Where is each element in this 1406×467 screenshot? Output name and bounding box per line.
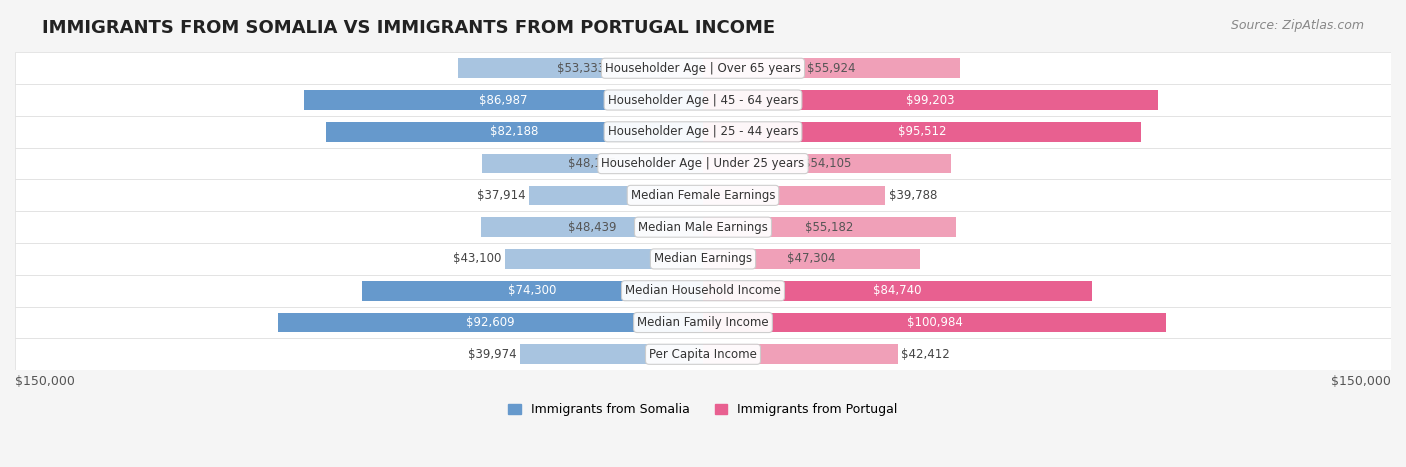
Text: $150,000: $150,000	[15, 375, 75, 388]
Bar	[458, 58, 703, 78]
Bar	[15, 243, 1391, 275]
Text: $99,203: $99,203	[907, 93, 955, 106]
Text: $54,105: $54,105	[803, 157, 851, 170]
Text: Median Family Income: Median Family Income	[637, 316, 769, 329]
Text: $150,000: $150,000	[1331, 375, 1391, 388]
Text: $84,740: $84,740	[873, 284, 921, 297]
Text: IMMIGRANTS FROM SOMALIA VS IMMIGRANTS FROM PORTUGAL INCOME: IMMIGRANTS FROM SOMALIA VS IMMIGRANTS FR…	[42, 19, 775, 37]
Bar	[703, 58, 959, 78]
Text: $55,924: $55,924	[807, 62, 855, 75]
Text: Householder Age | 45 - 64 years: Householder Age | 45 - 64 years	[607, 93, 799, 106]
Bar	[482, 154, 703, 173]
Bar	[703, 281, 1091, 301]
Bar	[15, 307, 1391, 339]
Text: $74,300: $74,300	[509, 284, 557, 297]
Text: Source: ZipAtlas.com: Source: ZipAtlas.com	[1230, 19, 1364, 32]
Text: Median Earnings: Median Earnings	[654, 253, 752, 265]
Text: Householder Age | Under 25 years: Householder Age | Under 25 years	[602, 157, 804, 170]
Bar	[15, 52, 1391, 84]
Bar	[15, 275, 1391, 307]
Bar	[15, 211, 1391, 243]
Text: $47,304: $47,304	[787, 253, 835, 265]
Bar	[703, 249, 920, 269]
Bar	[703, 185, 886, 205]
Bar	[703, 312, 1166, 333]
Bar	[703, 90, 1159, 110]
Bar	[481, 217, 703, 237]
Text: $42,412: $42,412	[901, 348, 949, 361]
Text: Householder Age | 25 - 44 years: Householder Age | 25 - 44 years	[607, 125, 799, 138]
Text: Householder Age | Over 65 years: Householder Age | Over 65 years	[605, 62, 801, 75]
Text: $39,974: $39,974	[468, 348, 516, 361]
Text: $95,512: $95,512	[898, 125, 946, 138]
Bar	[304, 90, 703, 110]
Text: Median Male Earnings: Median Male Earnings	[638, 221, 768, 234]
Bar	[703, 122, 1142, 142]
Text: $37,914: $37,914	[477, 189, 526, 202]
Bar	[15, 148, 1391, 179]
Bar	[15, 339, 1391, 370]
Bar	[326, 122, 703, 142]
Text: Median Female Earnings: Median Female Earnings	[631, 189, 775, 202]
Text: $82,188: $82,188	[491, 125, 538, 138]
Bar	[505, 249, 703, 269]
Bar	[703, 345, 897, 364]
Bar	[363, 281, 703, 301]
Bar	[15, 84, 1391, 116]
Text: $53,333: $53,333	[557, 62, 605, 75]
Text: $39,788: $39,788	[889, 189, 938, 202]
Text: $43,100: $43,100	[454, 253, 502, 265]
Text: $55,182: $55,182	[806, 221, 853, 234]
Text: $92,609: $92,609	[467, 316, 515, 329]
Bar	[529, 185, 703, 205]
Bar	[703, 217, 956, 237]
Bar	[520, 345, 703, 364]
Text: $100,984: $100,984	[907, 316, 963, 329]
Text: $86,987: $86,987	[479, 93, 527, 106]
Bar	[703, 154, 952, 173]
Text: $48,439: $48,439	[568, 221, 616, 234]
Bar	[278, 312, 703, 333]
Bar	[15, 179, 1391, 211]
Text: $48,135: $48,135	[568, 157, 617, 170]
Text: Median Household Income: Median Household Income	[626, 284, 780, 297]
Text: Per Capita Income: Per Capita Income	[650, 348, 756, 361]
Bar	[15, 116, 1391, 148]
Legend: Immigrants from Somalia, Immigrants from Portugal: Immigrants from Somalia, Immigrants from…	[503, 398, 903, 421]
